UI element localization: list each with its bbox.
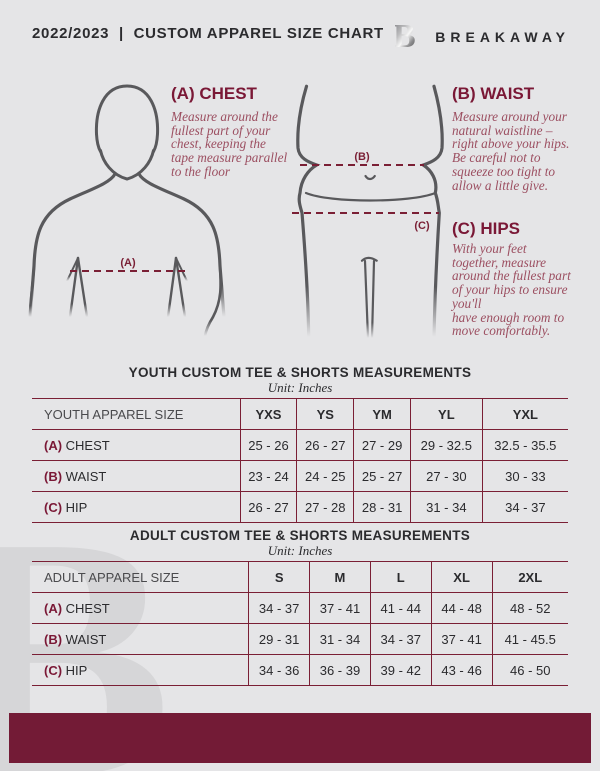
svg-text:(B): (B) bbox=[354, 151, 370, 163]
svg-text:(C): (C) bbox=[414, 220, 430, 232]
